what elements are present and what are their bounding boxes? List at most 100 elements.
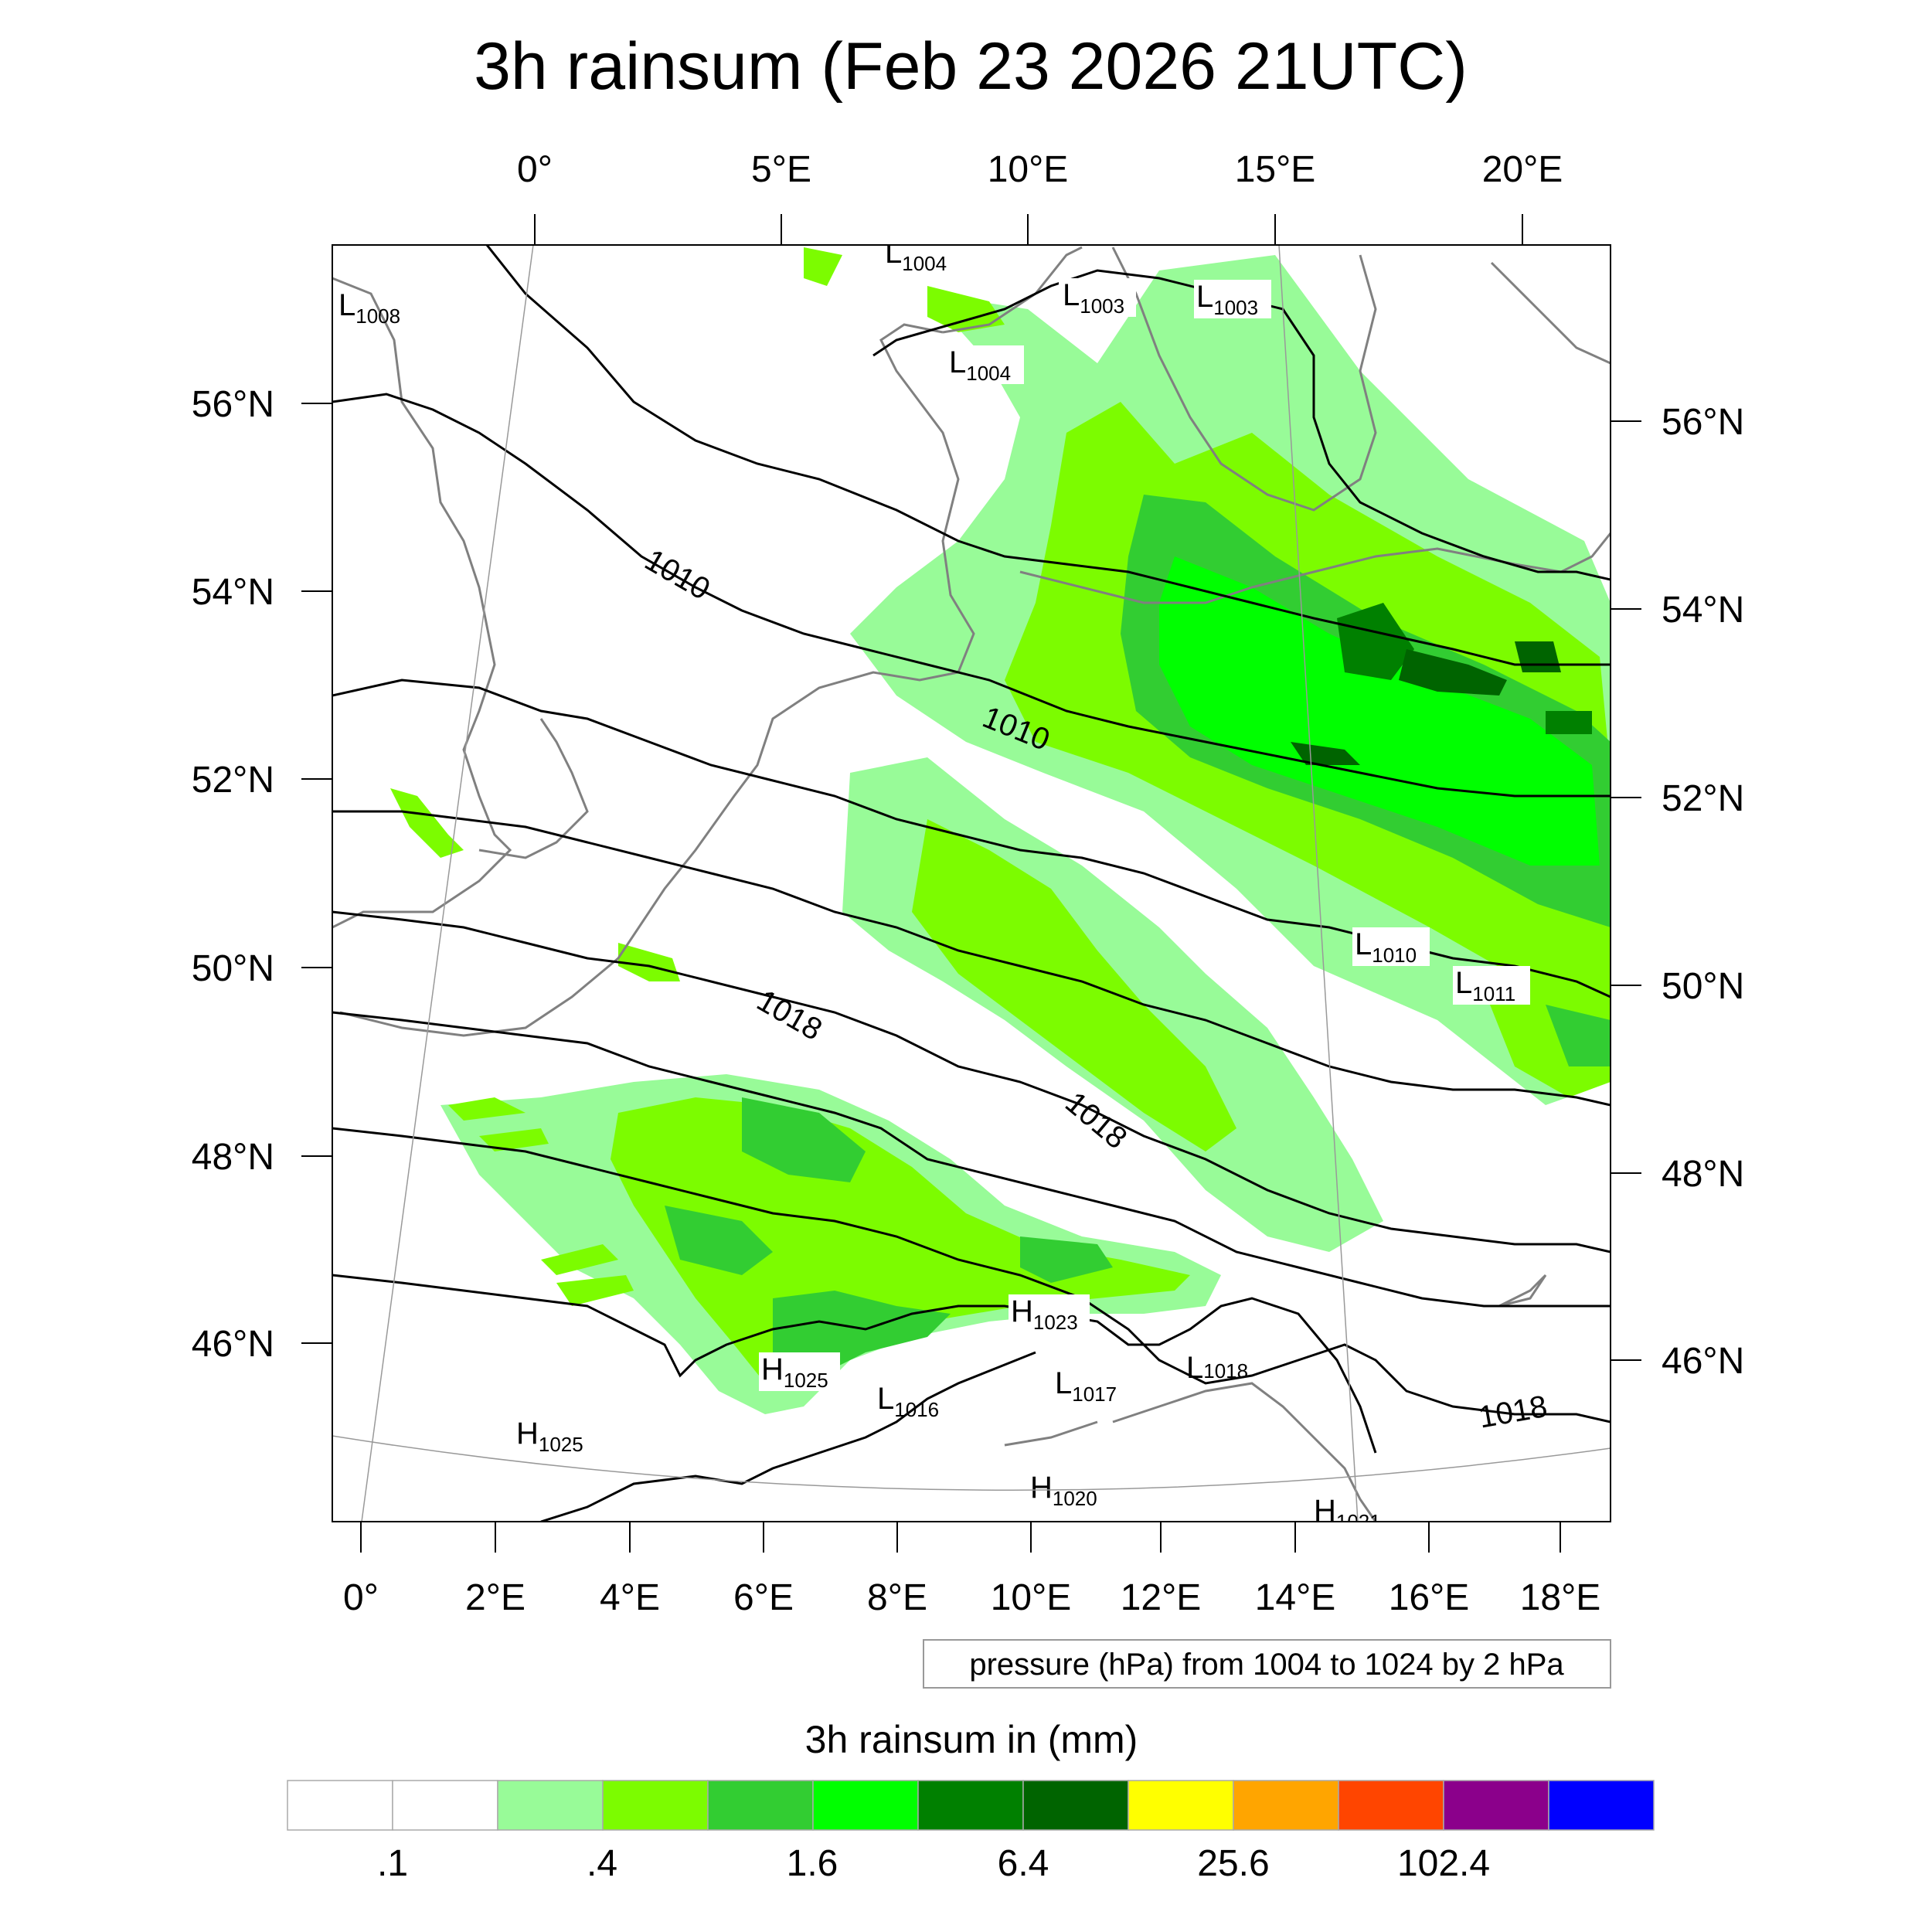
coastline-continent xyxy=(339,323,975,1037)
svg-text:L1018: L1018 xyxy=(1186,1351,1248,1385)
left-lat-label: 52°N xyxy=(192,760,274,801)
legend-label: .4 xyxy=(587,1843,617,1884)
right-lat-label: 52°N xyxy=(1662,778,1744,819)
legend-label: 25.6 xyxy=(1197,1843,1269,1884)
bottom-lon-label: 16°E xyxy=(1389,1577,1470,1618)
bottom-axis xyxy=(360,1522,1561,1553)
left-lat-label: 50°N xyxy=(192,948,274,989)
svg-text:L1016: L1016 xyxy=(877,1382,939,1421)
pressure-center-low: L1003 xyxy=(1194,280,1271,319)
isobar-1022 xyxy=(540,1351,1036,1522)
rain-core-5 xyxy=(1291,742,1360,765)
rain-core-4 xyxy=(1546,711,1592,734)
rain-area-east-south-core xyxy=(1546,1005,1611,1066)
rain-core-1 xyxy=(1337,603,1414,680)
pressure-center-low: L1003 xyxy=(1059,278,1136,318)
bottom-lon-label: 2°E xyxy=(465,1577,526,1618)
rain-streak-3 xyxy=(448,1097,526,1121)
legend-color-box xyxy=(392,1780,498,1831)
legend-color-box xyxy=(602,1780,709,1831)
chart-title: 3h rainsum (Feb 23 2026 21UTC) xyxy=(474,29,1468,104)
rain-area-central-mid xyxy=(912,819,1236,1151)
coastline-finland-area xyxy=(1490,261,1611,365)
rain-area-west-1 xyxy=(390,788,464,858)
coastline-sweden xyxy=(1111,247,1377,512)
legend-color-bar xyxy=(287,1780,1655,1831)
right-axis xyxy=(1611,420,1641,1361)
coastline-baltic-south xyxy=(1019,532,1611,604)
svg-text:H1021: H1021 xyxy=(1314,1494,1381,1533)
legend-color-box xyxy=(707,1780,814,1831)
legend-label: 102.4 xyxy=(1397,1843,1490,1884)
rain-streak-1 xyxy=(541,1244,618,1275)
isobar-1006 xyxy=(485,245,1611,666)
pressure-center-low: L1008 xyxy=(338,288,400,328)
top-lon-label: 15°E xyxy=(1235,149,1316,190)
svg-text:L1010: L1010 xyxy=(1355,927,1417,967)
svg-text:L1017: L1017 xyxy=(1055,1366,1117,1406)
coastline-uk xyxy=(332,277,512,929)
isobar-1008 xyxy=(332,393,1611,798)
right-lat-label: 50°N xyxy=(1662,966,1744,1007)
pressure-center-low: L1018 xyxy=(1186,1351,1248,1385)
svg-text:L1008: L1008 xyxy=(338,288,400,328)
pressure-centers: L1004 L1008 L1003 L1003 L1004 L1010 L101… xyxy=(338,245,1530,1533)
pressure-center-high: H1021 xyxy=(1314,1494,1381,1533)
isobar-1020 xyxy=(332,1274,1377,1454)
legend-color-box xyxy=(1338,1780,1444,1831)
bottom-lon-label: 0° xyxy=(343,1577,379,1618)
rain-core-3 xyxy=(1515,641,1561,672)
bottom-lon-label: 12°E xyxy=(1121,1577,1202,1618)
pressure-center-high: H1025 xyxy=(759,1352,840,1392)
right-lat-label: 56°N xyxy=(1662,402,1744,443)
left-axis-labels: 56°N 54°N 52°N 50°N 48°N 46°N xyxy=(192,384,274,1365)
right-axis-labels: 56°N 54°N 52°N 50°N 48°N 46°N xyxy=(1662,402,1744,1382)
legend-color-box xyxy=(1443,1780,1549,1831)
plot-frame xyxy=(332,244,1611,1522)
legend-label: 1.6 xyxy=(787,1843,838,1884)
svg-text:L1011: L1011 xyxy=(1455,966,1515,1005)
legend-color-box xyxy=(1233,1780,1339,1831)
svg-text:H1020: H1020 xyxy=(1030,1471,1097,1510)
bottom-lon-label: 4°E xyxy=(600,1577,660,1618)
svg-text:H1023: H1023 xyxy=(1011,1294,1078,1334)
legend-color-box xyxy=(1548,1780,1655,1831)
pressure-center-high: H1023 xyxy=(1009,1294,1090,1334)
coastline-italy-west xyxy=(1004,1420,1098,1447)
pressure-center-low: L1011 xyxy=(1453,966,1530,1005)
bottom-lon-label: 14°E xyxy=(1255,1577,1336,1618)
right-lat-label: 54°N xyxy=(1662,590,1744,631)
pressure-center-low: L1016 xyxy=(877,1382,939,1421)
svg-text:L1003: L1003 xyxy=(1196,280,1258,319)
meridian-0 xyxy=(361,245,534,1522)
rain-streak-2 xyxy=(556,1275,634,1306)
pressure-info-text: pressure (hPa) from 1004 to 1024 by 2 hP… xyxy=(969,1648,1564,1682)
svg-text:L1004: L1004 xyxy=(949,345,1011,385)
plot-area: 1010 1010 1018 1018 1018 L1004 L1008 L10… xyxy=(332,244,1611,1533)
pressure-center-low: L1004 xyxy=(881,245,958,275)
left-lat-label: 46°N xyxy=(192,1324,274,1365)
pressure-center-low: L1010 xyxy=(1352,927,1430,967)
rain-area-north-green xyxy=(1159,556,1600,866)
legend-color-box xyxy=(287,1780,393,1831)
top-axis xyxy=(534,214,1523,245)
top-axis-labels: 0° 5°E 10°E 15°E 20°E xyxy=(517,149,1563,190)
rain-core-2 xyxy=(1399,649,1507,696)
rain-area-south-core-3 xyxy=(1020,1236,1113,1283)
svg-text:L1003: L1003 xyxy=(1063,278,1124,318)
rain-area-north-top xyxy=(804,247,842,286)
isobar-1014 xyxy=(332,910,1611,1253)
top-lon-label: 20°E xyxy=(1482,149,1563,190)
isobar-1004 xyxy=(872,269,1611,581)
left-lat-label: 48°N xyxy=(192,1137,274,1178)
rain-area-north-top-2 xyxy=(927,286,1005,332)
bottom-axis-labels: 0° 2°E 4°E 6°E 8°E 10°E 12°E 14°E 16°E 1… xyxy=(343,1577,1600,1618)
svg-text:H1025: H1025 xyxy=(761,1352,828,1392)
isobar-1012 xyxy=(332,810,1611,1107)
left-lat-label: 54°N xyxy=(192,572,274,613)
top-lon-label: 10°E xyxy=(988,149,1069,190)
legend-color-box xyxy=(917,1780,1024,1831)
coastline-england-south xyxy=(478,718,589,859)
top-lon-label: 0° xyxy=(517,149,553,190)
